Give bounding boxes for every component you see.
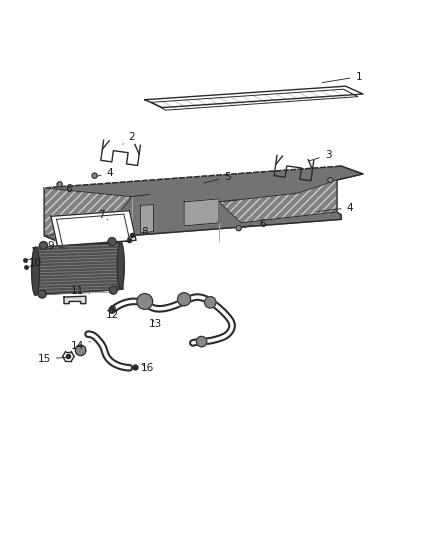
Circle shape [205, 297, 216, 308]
Circle shape [236, 225, 241, 231]
Text: 13: 13 [149, 319, 162, 329]
Circle shape [39, 241, 47, 249]
Text: 8: 8 [128, 228, 148, 237]
Circle shape [328, 177, 333, 183]
Circle shape [75, 345, 86, 356]
Polygon shape [184, 199, 219, 226]
Text: 14: 14 [71, 341, 90, 351]
Polygon shape [219, 180, 337, 223]
Text: 9: 9 [48, 240, 66, 251]
Text: 7: 7 [98, 210, 108, 220]
Polygon shape [44, 188, 132, 236]
Circle shape [92, 173, 97, 179]
Circle shape [38, 290, 46, 298]
Text: 2: 2 [123, 132, 135, 144]
Polygon shape [44, 166, 363, 241]
Polygon shape [33, 243, 123, 295]
Circle shape [137, 294, 152, 309]
Circle shape [177, 293, 191, 306]
Text: 3: 3 [309, 150, 332, 161]
Polygon shape [51, 211, 136, 246]
Text: 6: 6 [65, 184, 79, 194]
Text: 11: 11 [71, 286, 90, 295]
Ellipse shape [32, 247, 39, 295]
Ellipse shape [117, 243, 124, 289]
Text: 12: 12 [106, 310, 119, 320]
Text: 15: 15 [38, 354, 70, 364]
Polygon shape [64, 296, 86, 304]
Text: 5: 5 [204, 172, 231, 183]
Circle shape [110, 286, 117, 294]
Circle shape [196, 336, 207, 347]
Text: 4: 4 [97, 168, 113, 177]
Text: 16: 16 [140, 363, 154, 373]
Polygon shape [141, 205, 153, 233]
Circle shape [108, 238, 116, 246]
Text: 4: 4 [318, 203, 353, 213]
Text: 1: 1 [322, 71, 362, 83]
Circle shape [57, 182, 62, 187]
Text: 10: 10 [29, 258, 48, 268]
Text: 6: 6 [241, 219, 266, 229]
